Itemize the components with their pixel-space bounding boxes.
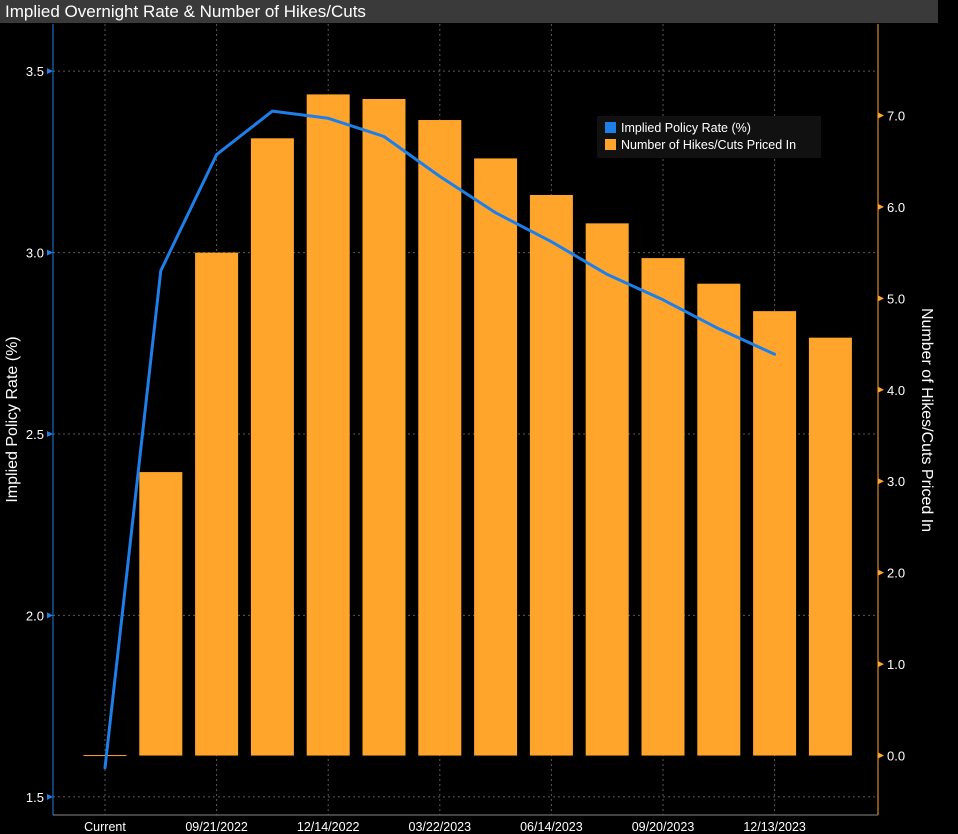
right-tick-label: 1.0 xyxy=(887,657,905,672)
line-series xyxy=(103,109,777,770)
left-tick-label: 3.0 xyxy=(26,246,44,261)
x-tick-label: 12/14/2022 xyxy=(297,820,360,834)
legend-box xyxy=(597,116,821,158)
x-tick-label: 03/22/2023 xyxy=(409,820,472,834)
left-tick-label: 2.5 xyxy=(26,427,44,442)
bar xyxy=(139,472,183,756)
bar xyxy=(418,120,462,756)
left-tick-label: 1.5 xyxy=(26,790,44,805)
left-tick-mark xyxy=(47,431,53,438)
legend-label: Number of Hikes/Cuts Priced In xyxy=(621,138,796,152)
x-tick-label: 12/13/2023 xyxy=(743,820,806,834)
left-tick-label: 2.0 xyxy=(26,608,44,623)
left-tick-label: 3.5 xyxy=(26,64,44,79)
chart-svg: 1.5 2.0 2.5 3.0 3.5 0.0 1.0 2.0 3.0 4.0 5.0 6.0 7.0 C… xyxy=(4,24,935,834)
bar xyxy=(808,337,852,756)
chart-title-bar: Implied Overnight Rate & Number of Hikes… xyxy=(0,0,938,23)
legend-swatch xyxy=(605,122,616,133)
x-tick-label: 06/14/2023 xyxy=(520,820,583,834)
right-tick-label: 7.0 xyxy=(887,108,905,123)
right-tick-mark xyxy=(878,386,884,393)
legend-swatch xyxy=(605,139,616,150)
left-axis-title: Implied Policy Rate (%) xyxy=(4,336,21,502)
right-tick-label: 0.0 xyxy=(887,749,905,764)
right-tick-mark xyxy=(878,661,884,668)
right-tick-label: 4.0 xyxy=(887,383,905,398)
left-tick-mark xyxy=(47,68,53,75)
bar xyxy=(753,311,797,756)
bar xyxy=(195,252,239,756)
right-tick-mark xyxy=(878,569,884,576)
right-tick-mark xyxy=(878,752,884,759)
right-tick-label: 2.0 xyxy=(887,566,905,581)
right-tick-mark xyxy=(878,478,884,485)
bar xyxy=(474,158,518,756)
bar xyxy=(306,94,350,756)
legend-label: Implied Policy Rate (%) xyxy=(621,121,751,135)
bar xyxy=(585,223,629,756)
x-tick-label: 09/20/2023 xyxy=(632,820,695,834)
bar xyxy=(362,98,406,756)
chart-title: Implied Overnight Rate & Number of Hikes… xyxy=(5,2,366,21)
right-tick-label: 6.0 xyxy=(887,200,905,215)
left-tick-mark xyxy=(47,249,53,256)
right-tick-mark xyxy=(878,112,884,119)
bar xyxy=(529,195,573,756)
right-tick-mark xyxy=(878,295,884,302)
bar xyxy=(250,138,294,756)
left-tick-mark xyxy=(47,793,53,800)
bar xyxy=(697,283,741,756)
left-tick-mark xyxy=(47,612,53,619)
right-tick-mark xyxy=(878,203,884,210)
legend: Implied Policy Rate (%) Number of Hikes/C… xyxy=(597,116,821,158)
right-tick-label: 5.0 xyxy=(887,291,905,306)
x-tick-label: 09/21/2022 xyxy=(185,820,248,834)
x-tick-label: Current xyxy=(84,820,126,834)
right-axis-title: Number of Hikes/Cuts Priced In xyxy=(918,308,935,532)
axes: 1.5 2.0 2.5 3.0 3.5 0.0 1.0 2.0 3.0 4.0 5.0 6.0 7.0 C… xyxy=(4,24,935,834)
bar-series xyxy=(83,94,852,757)
bar xyxy=(641,258,685,756)
right-tick-label: 3.0 xyxy=(887,474,905,489)
